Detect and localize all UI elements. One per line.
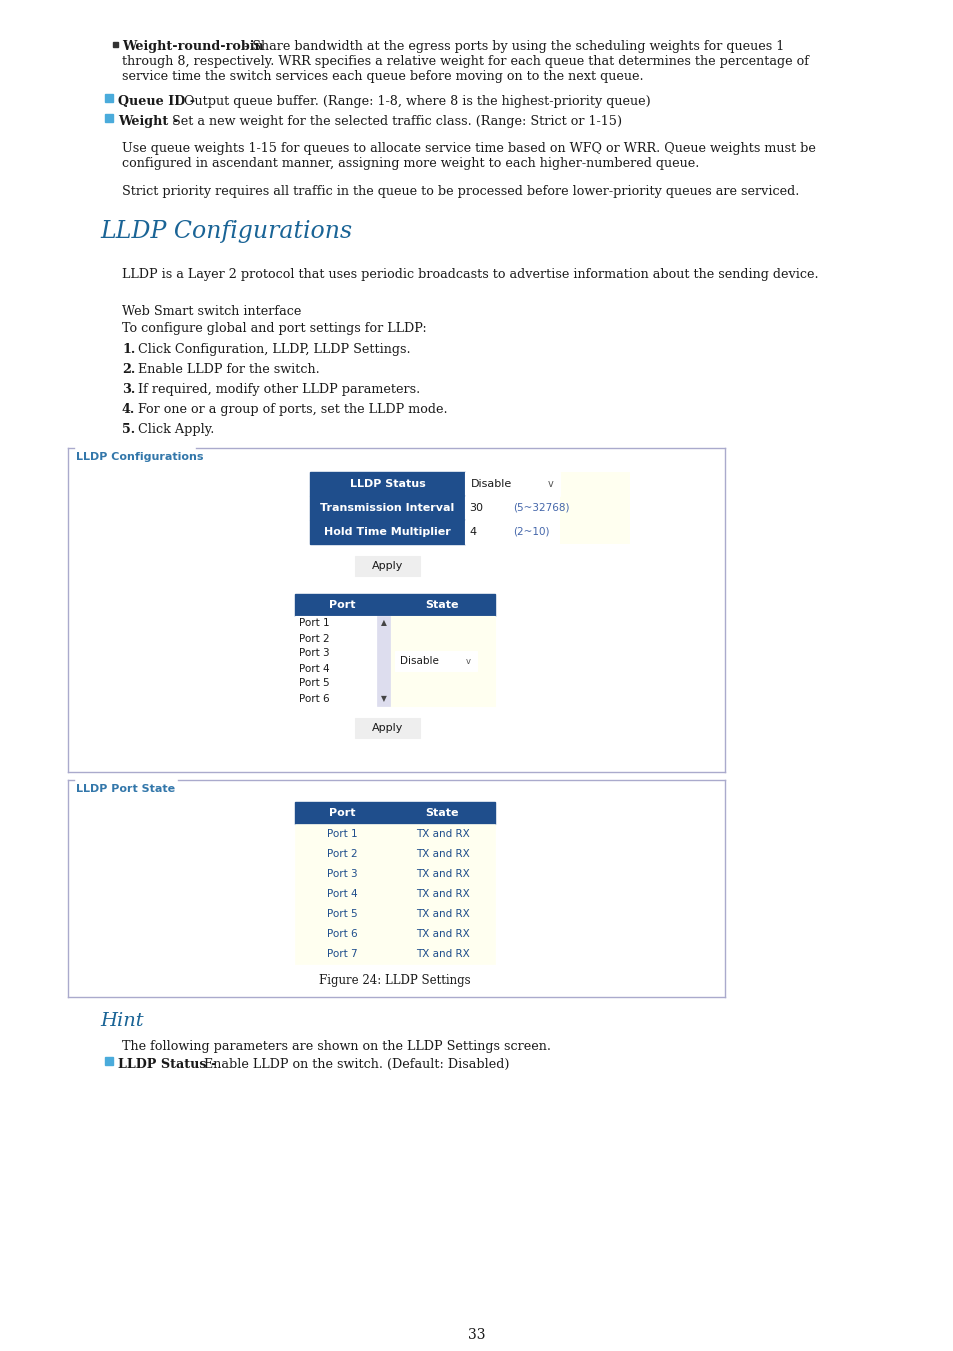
Text: 4: 4 bbox=[469, 527, 476, 536]
Text: Hold Time Multiplier: Hold Time Multiplier bbox=[324, 527, 451, 536]
Text: Port 3: Port 3 bbox=[298, 648, 330, 658]
Text: Click Configuration, LLDP, LLDP Settings.: Click Configuration, LLDP, LLDP Settings… bbox=[138, 343, 410, 357]
Text: v: v bbox=[547, 480, 553, 489]
Text: TX and RX: TX and RX bbox=[416, 948, 469, 959]
Text: configured in ascendant manner, assigning more weight to each higher-numbered qu: configured in ascendant manner, assignin… bbox=[122, 157, 699, 170]
Text: To configure global and port settings for LLDP:: To configure global and port settings fo… bbox=[122, 322, 426, 335]
Bar bbox=[310, 471, 464, 496]
Text: Port: Port bbox=[329, 600, 355, 611]
Text: ▼: ▼ bbox=[380, 694, 386, 704]
Text: Port 1: Port 1 bbox=[298, 619, 330, 628]
Bar bbox=[559, 471, 629, 496]
Text: LLDP Port State: LLDP Port State bbox=[76, 784, 175, 794]
Text: LLDP Configurations: LLDP Configurations bbox=[100, 220, 352, 243]
Text: LLDP Configurations: LLDP Configurations bbox=[76, 453, 203, 462]
Text: Apply: Apply bbox=[372, 561, 403, 571]
Text: 2.: 2. bbox=[122, 363, 135, 376]
Text: Weight -: Weight - bbox=[118, 115, 178, 128]
Text: Click Apply.: Click Apply. bbox=[138, 423, 214, 436]
Text: Port 3: Port 3 bbox=[327, 869, 357, 880]
Text: Port 4: Port 4 bbox=[298, 663, 330, 674]
Text: through 8, respectively. WRR specifies a relative weight for each queue that det: through 8, respectively. WRR specifies a… bbox=[122, 55, 808, 68]
Text: Port: Port bbox=[329, 808, 355, 817]
Text: Port 7: Port 7 bbox=[327, 948, 357, 959]
Text: Port 4: Port 4 bbox=[327, 889, 357, 898]
Text: Hint: Hint bbox=[100, 1012, 144, 1029]
Text: The following parameters are shown on the LLDP Settings screen.: The following parameters are shown on th… bbox=[122, 1040, 551, 1052]
Text: Weight-round-robin: Weight-round-robin bbox=[122, 41, 263, 53]
Text: Strict priority requires all traffic in the queue to be processed before lower-p: Strict priority requires all traffic in … bbox=[122, 185, 799, 199]
Text: Apply: Apply bbox=[372, 723, 403, 734]
Text: Enable LLDP on the switch. (Default: Disabled): Enable LLDP on the switch. (Default: Dis… bbox=[200, 1058, 509, 1071]
Bar bbox=[105, 95, 112, 101]
Text: Figure 24: LLDP Settings: Figure 24: LLDP Settings bbox=[319, 974, 471, 988]
Bar bbox=[294, 824, 495, 844]
Bar bbox=[294, 865, 495, 884]
Text: 4.: 4. bbox=[122, 403, 135, 416]
Bar bbox=[559, 496, 629, 544]
Text: Disable: Disable bbox=[399, 657, 438, 666]
Text: (5~32768): (5~32768) bbox=[513, 503, 569, 513]
Bar bbox=[294, 844, 495, 865]
Text: Port 2: Port 2 bbox=[298, 634, 330, 643]
Text: Web Smart switch interface: Web Smart switch interface bbox=[122, 305, 301, 317]
Bar bbox=[310, 496, 464, 520]
Text: service time the switch services each queue before moving on to the next queue.: service time the switch services each qu… bbox=[122, 70, 643, 82]
Text: Disable: Disable bbox=[471, 480, 512, 489]
Bar bbox=[395, 651, 476, 671]
Text: - Share bandwidth at the egress ports by using the scheduling weights for queues: - Share bandwidth at the egress ports by… bbox=[240, 41, 783, 53]
Text: Queue ID -: Queue ID - bbox=[118, 95, 195, 108]
Text: Enable LLDP for the switch.: Enable LLDP for the switch. bbox=[138, 363, 319, 376]
Text: Set a new weight for the selected traffic class. (Range: Strict or 1-15): Set a new weight for the selected traffi… bbox=[168, 115, 621, 128]
Text: Use queue weights 1-15 for queues to allocate service time based on WFQ or WRR. : Use queue weights 1-15 for queues to all… bbox=[122, 142, 815, 155]
Text: (2~10): (2~10) bbox=[513, 527, 549, 536]
Text: TX and RX: TX and RX bbox=[416, 830, 469, 839]
Text: TX and RX: TX and RX bbox=[416, 909, 469, 919]
Text: State: State bbox=[425, 600, 458, 611]
Text: 3.: 3. bbox=[122, 382, 135, 396]
Text: 30: 30 bbox=[469, 503, 482, 513]
Text: TX and RX: TX and RX bbox=[416, 869, 469, 880]
Text: 5.: 5. bbox=[122, 423, 135, 436]
Text: TX and RX: TX and RX bbox=[416, 929, 469, 939]
Text: LLDP Status: LLDP Status bbox=[349, 480, 425, 489]
Bar bbox=[464, 471, 559, 496]
Bar bbox=[464, 520, 506, 544]
Bar bbox=[376, 616, 390, 707]
Bar bbox=[294, 802, 495, 824]
Text: LLDP Status -: LLDP Status - bbox=[118, 1058, 216, 1071]
Bar bbox=[112, 42, 118, 47]
Text: Port 5: Port 5 bbox=[298, 678, 330, 689]
Text: Port 6: Port 6 bbox=[298, 693, 330, 704]
Bar bbox=[464, 496, 506, 520]
Bar bbox=[294, 884, 495, 904]
Text: If required, modify other LLDP parameters.: If required, modify other LLDP parameter… bbox=[138, 382, 420, 396]
Bar bbox=[390, 616, 495, 707]
Text: Transmission Interval: Transmission Interval bbox=[320, 503, 455, 513]
Text: Output queue buffer. (Range: 1-8, where 8 is the highest-priority queue): Output queue buffer. (Range: 1-8, where … bbox=[180, 95, 650, 108]
Text: TX and RX: TX and RX bbox=[416, 889, 469, 898]
Bar bbox=[105, 113, 112, 122]
Bar bbox=[294, 904, 495, 924]
Text: Port 1: Port 1 bbox=[327, 830, 357, 839]
Text: Port 2: Port 2 bbox=[327, 848, 357, 859]
Text: LLDP is a Layer 2 protocol that uses periodic broadcasts to advertise informatio: LLDP is a Layer 2 protocol that uses per… bbox=[122, 267, 818, 281]
Bar bbox=[355, 717, 419, 738]
Text: Port 6: Port 6 bbox=[327, 929, 357, 939]
Text: 33: 33 bbox=[468, 1328, 485, 1342]
Text: TX and RX: TX and RX bbox=[416, 848, 469, 859]
Text: 1.: 1. bbox=[122, 343, 135, 357]
Bar bbox=[105, 1056, 112, 1065]
Bar bbox=[294, 944, 495, 965]
Bar bbox=[310, 520, 464, 544]
Text: Port 5: Port 5 bbox=[327, 909, 357, 919]
Bar bbox=[294, 924, 495, 944]
Bar bbox=[294, 594, 495, 616]
Bar bbox=[355, 557, 419, 576]
Text: ▲: ▲ bbox=[380, 619, 386, 627]
Text: v: v bbox=[465, 657, 471, 666]
Text: State: State bbox=[425, 808, 458, 817]
Text: For one or a group of ports, set the LLDP mode.: For one or a group of ports, set the LLD… bbox=[138, 403, 447, 416]
Bar bbox=[294, 616, 390, 707]
